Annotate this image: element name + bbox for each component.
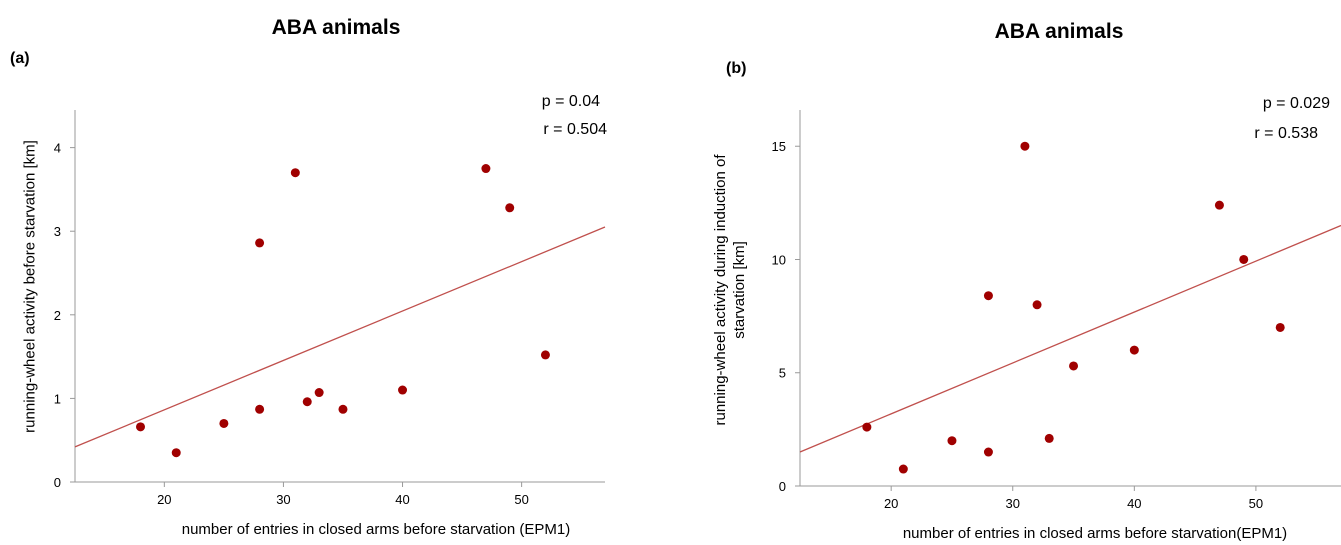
chart-panel-b: ABA animals (b) p = 0.029 r = 0.538 20 30… (690, 0, 1341, 545)
data-point (302, 397, 312, 407)
data-point (983, 447, 993, 457)
x-tick-label: 30 (276, 492, 290, 507)
data-point (338, 404, 348, 414)
data-point (540, 350, 550, 360)
data-point (290, 168, 300, 178)
data-point (1129, 345, 1139, 355)
r-value-text: r = 0.538 (1254, 125, 1318, 142)
data-point (1069, 361, 1079, 371)
y-tick-label: 15 (772, 139, 786, 154)
regression-line (799, 224, 1341, 453)
panel-label: (b) (726, 60, 747, 77)
data-point (1275, 322, 1285, 332)
data-point (314, 388, 324, 398)
data-point (1239, 254, 1249, 264)
data-point (898, 464, 908, 474)
x-tick-label: 40 (1127, 496, 1141, 511)
y-axis-label: running-wheel activity during induction … (712, 154, 748, 426)
data-point (947, 436, 957, 446)
data-point (171, 448, 181, 458)
chart-title: ABA animals (271, 16, 401, 39)
x-tick-label: 20 (884, 496, 898, 511)
data-point (1032, 300, 1042, 310)
data-point (505, 203, 515, 213)
data-point (481, 164, 491, 174)
panel-label: (a) (10, 50, 30, 67)
x-tick-label: 30 (1006, 496, 1020, 511)
p-value-text: p = 0.029 (1262, 95, 1330, 112)
y-tick-label: 2 (54, 308, 61, 323)
scatter-plot: 20 30 40 50 0 5 10 15 (772, 110, 1341, 511)
data-point (862, 422, 872, 432)
x-tick-label: 50 (1249, 496, 1263, 511)
data-point (1044, 433, 1054, 443)
regression-line (74, 226, 606, 448)
y-tick-label: 10 (772, 252, 786, 267)
data-point (983, 291, 993, 301)
x-tick-label: 40 (395, 492, 409, 507)
chart-panel-a: ABA animals (a) p = 0.04 r = 0.504 20 30 4… (0, 0, 640, 545)
r-value-text: r = 0.504 (543, 121, 607, 138)
data-point (255, 404, 265, 414)
y-tick-label: 3 (54, 224, 61, 239)
data-point (136, 422, 146, 432)
x-axis-label: number of entries in closed arms before … (902, 525, 1288, 542)
y-tick-label: 0 (779, 479, 786, 494)
x-axis-label: number of entries in closed arms before … (181, 521, 571, 538)
y-axis-label: running-wheel activity before starvation… (21, 140, 39, 433)
data-point (219, 418, 229, 428)
y-tick-label: 1 (54, 391, 61, 406)
data-point (255, 238, 265, 248)
p-value-text: p = 0.04 (541, 93, 600, 110)
x-tick-label: 20 (157, 492, 171, 507)
data-point (398, 385, 408, 395)
data-point (1020, 141, 1030, 151)
scatter-plot: 20 30 40 50 0 1 2 3 4 (54, 110, 606, 507)
y-tick-label: 0 (54, 475, 61, 490)
y-tick-label: 4 (54, 141, 61, 156)
y-tick-label: 5 (779, 366, 786, 381)
chart-title: ABA animals (994, 20, 1124, 43)
x-tick-label: 50 (514, 492, 528, 507)
data-point (1214, 200, 1224, 210)
